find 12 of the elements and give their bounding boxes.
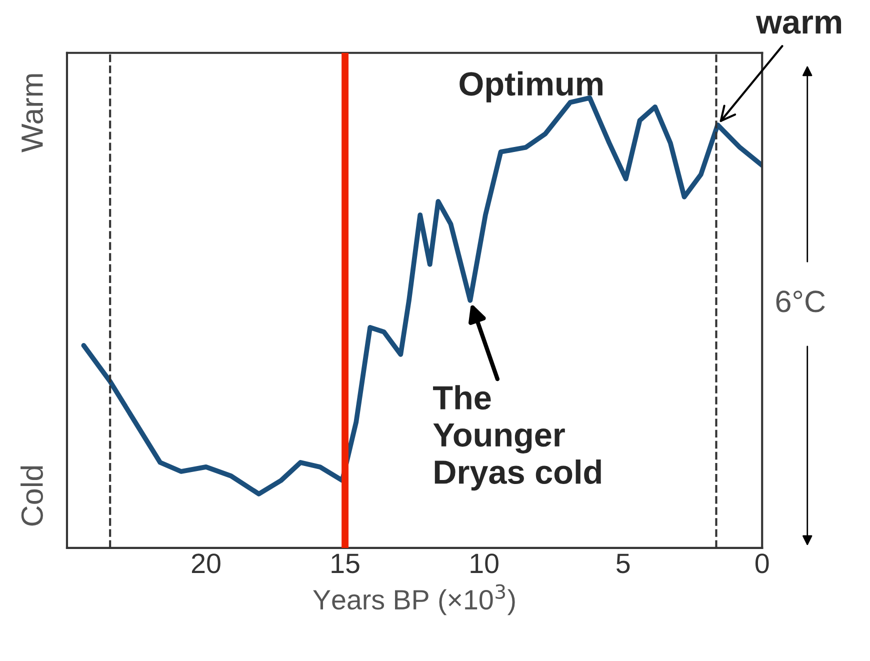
text: Cold bbox=[20, 466, 43, 526]
text: 6°C bbox=[776, 290, 825, 312]
x-tick-label: 15 bbox=[332, 554, 360, 574]
text: Warm bbox=[22, 74, 43, 152]
x-tick-label: 0 bbox=[755, 554, 769, 574]
annotation: Optimum bbox=[460, 71, 602, 102]
x-axis-title: Years BP (×10$^{3}$) bbox=[313, 584, 515, 616]
x-tick-label: 10 bbox=[470, 554, 498, 574]
x-tick-label: 5 bbox=[616, 554, 630, 574]
annotation: warm bbox=[756, 16, 842, 34]
x-tick-label: 20 bbox=[192, 554, 220, 574]
annotation: The Younger Dryas cold bbox=[433, 385, 601, 491]
